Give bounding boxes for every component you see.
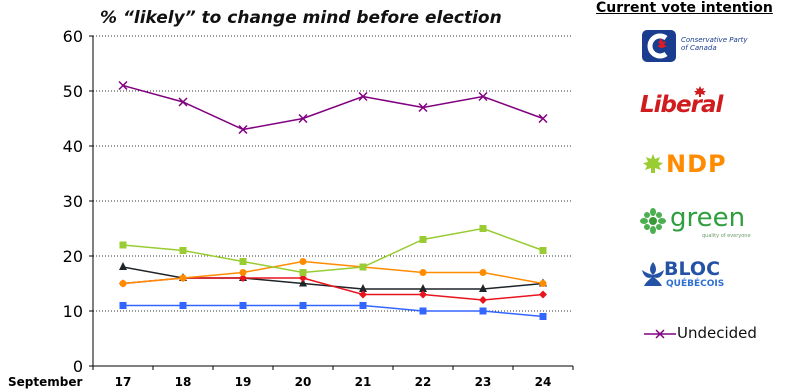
data-point-marker	[119, 302, 127, 309]
series-line	[122, 227, 544, 274]
fleur-de-lis-icon	[642, 262, 664, 286]
data-point-marker	[178, 97, 188, 107]
ndp-leaf-icon	[643, 154, 663, 173]
data-point-marker	[359, 290, 367, 299]
green-flower-icon	[640, 208, 666, 234]
data-point-marker	[419, 284, 427, 292]
x-tick-label: 23	[475, 375, 492, 389]
y-tick-label: 20	[63, 247, 83, 266]
data-point-marker	[419, 269, 427, 276]
data-point-marker	[539, 247, 547, 254]
x-tick-label: 21	[355, 375, 372, 389]
data-point-marker	[539, 290, 547, 299]
legend-ndp: NDP	[642, 150, 742, 180]
data-point-marker	[118, 80, 128, 91]
x-tick-label: 22	[415, 375, 432, 389]
data-point-marker	[419, 307, 427, 315]
data-point-marker	[539, 280, 547, 287]
data-point-marker	[479, 307, 487, 315]
data-point-marker	[359, 302, 367, 309]
legend-undecided-label: Undecided	[677, 324, 757, 342]
green-logo-text: green	[670, 203, 746, 233]
series-line	[122, 260, 544, 285]
data-point-marker	[239, 258, 247, 265]
data-point-marker	[239, 302, 247, 309]
green-tagline: quality of everyone	[702, 233, 751, 239]
data-point-marker	[419, 290, 427, 299]
legend-liberal: Liberal	[640, 86, 730, 120]
data-point-marker	[299, 269, 307, 276]
data-point-marker	[479, 225, 487, 232]
conservative-logo-icon	[642, 30, 676, 62]
data-point-marker	[119, 241, 127, 249]
x-tick-label: 17	[115, 375, 132, 389]
data-point-marker	[419, 236, 427, 243]
data-point-marker	[119, 262, 127, 270]
legend-title: Current vote intention	[596, 0, 773, 16]
series-line	[122, 277, 544, 301]
y-tick-label: 60	[63, 27, 83, 46]
data-point-marker	[539, 313, 547, 320]
ndp-logo-text: NDP	[666, 150, 727, 178]
data-point-marker	[239, 274, 247, 282]
y-tick-label: 50	[63, 82, 83, 101]
y-tick-label: 40	[63, 137, 83, 156]
bloc-line1: BLOC	[664, 258, 721, 280]
data-point-marker	[238, 124, 248, 135]
x-tick-label: 18	[175, 375, 192, 389]
series-line	[123, 304, 544, 318]
legend-conservative: Conservative Party of Canada	[640, 28, 748, 64]
y-tick-label: 10	[63, 302, 83, 321]
data-point-marker	[298, 113, 308, 124]
conservative-line1: Conservative Party	[681, 36, 748, 44]
data-point-marker	[299, 278, 307, 287]
data-point-marker	[478, 91, 488, 102]
chart-title: % “likely” to change mind before electio…	[100, 8, 502, 28]
legend-undecided-marker	[644, 329, 676, 339]
data-point-marker	[359, 284, 367, 292]
data-point-marker	[239, 269, 247, 276]
data-point-marker	[358, 91, 368, 102]
data-point-marker	[299, 302, 307, 309]
conservative-line2: of Canada	[681, 44, 717, 52]
data-point-marker	[359, 263, 367, 271]
x-tick-label: 24	[535, 375, 552, 389]
data-point-marker	[479, 296, 487, 304]
x-tick-label: 19	[235, 375, 252, 389]
data-point-marker	[179, 302, 187, 309]
maple-leaf-icon	[694, 86, 706, 97]
x-tick-label: 20	[295, 375, 312, 389]
legend-bloc: BLOC QUÉBÉCOIS	[640, 256, 750, 296]
legend-green: green quality of everyone	[640, 203, 780, 245]
y-tick-label: 0	[73, 357, 83, 376]
data-point-marker	[479, 284, 487, 292]
y-tick-label: 30	[63, 192, 83, 211]
data-point-marker	[479, 269, 487, 276]
data-point-marker	[179, 274, 187, 282]
series-line	[122, 84, 544, 131]
data-point-marker	[538, 113, 548, 124]
liberal-logo-text: Liberal	[640, 92, 723, 118]
bloc-line2: QUÉBÉCOIS	[666, 279, 725, 289]
x-axis-label: September	[8, 375, 82, 389]
data-point-marker	[179, 247, 187, 254]
data-point-marker	[119, 280, 127, 287]
data-point-marker	[418, 102, 428, 113]
data-point-marker	[299, 258, 307, 265]
